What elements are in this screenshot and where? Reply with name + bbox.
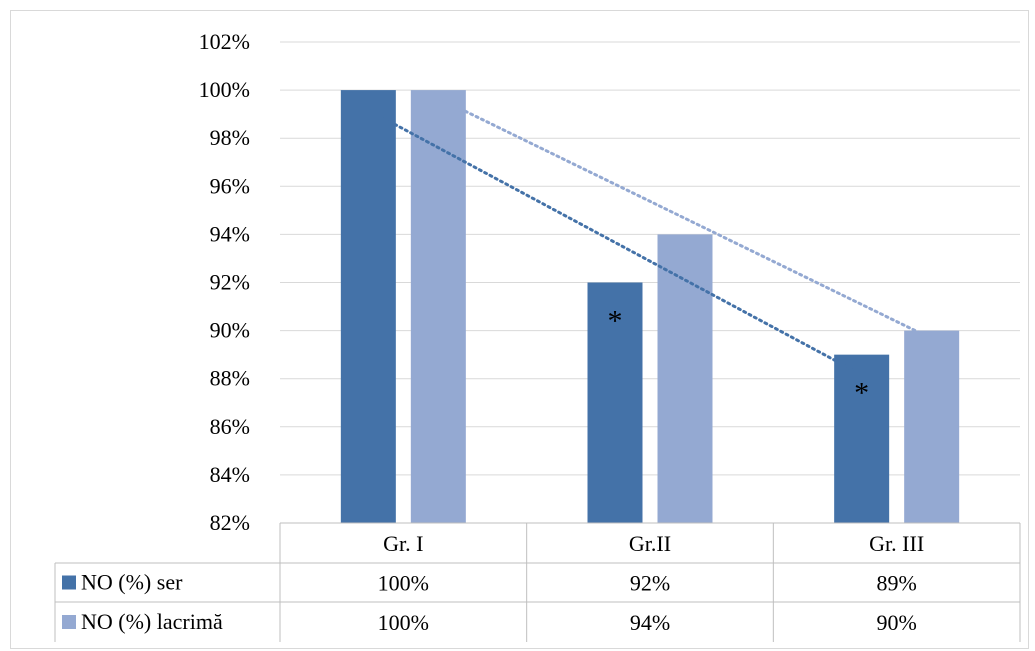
y-tick-label: 94%	[210, 221, 250, 246]
y-tick-label: 92%	[210, 270, 250, 295]
y-tick-label: 96%	[210, 173, 250, 198]
y-tick-label: 84%	[210, 462, 250, 487]
significance-asterisk: *	[854, 377, 869, 410]
table-value: 100%	[378, 571, 429, 596]
bar-lacrima	[410, 90, 466, 523]
bar-lacrima	[904, 330, 960, 523]
significance-asterisk: *	[608, 305, 623, 338]
table-value: 89%	[877, 571, 917, 596]
bar-lacrima	[657, 234, 713, 523]
y-tick-label: 86%	[210, 414, 250, 439]
legend-label: NO (%) lacrimă	[81, 609, 223, 634]
table-value: 90%	[877, 610, 917, 635]
category-label: Gr. I	[383, 531, 423, 556]
trendline-ser	[366, 108, 864, 377]
legend-label: NO (%) ser	[81, 570, 183, 595]
y-tick-label: 100%	[199, 77, 250, 102]
y-tick-label: 102%	[199, 29, 250, 54]
trendline-lacrima	[436, 96, 934, 341]
category-label: Gr.II	[629, 531, 671, 556]
y-tick-label: 98%	[210, 125, 250, 150]
legend-key	[62, 615, 76, 629]
y-tick-label: 90%	[210, 318, 250, 343]
category-label: Gr. III	[869, 531, 924, 556]
bar-ser	[340, 90, 396, 523]
table-value: 92%	[630, 571, 670, 596]
table-value: 94%	[630, 610, 670, 635]
table-value: 100%	[378, 610, 429, 635]
y-tick-label: 82%	[210, 510, 250, 535]
legend-key	[62, 575, 76, 590]
bar-ser	[587, 282, 643, 523]
bar-ser	[834, 354, 890, 523]
y-tick-label: 88%	[210, 366, 250, 391]
chart-frame	[10, 10, 1029, 649]
